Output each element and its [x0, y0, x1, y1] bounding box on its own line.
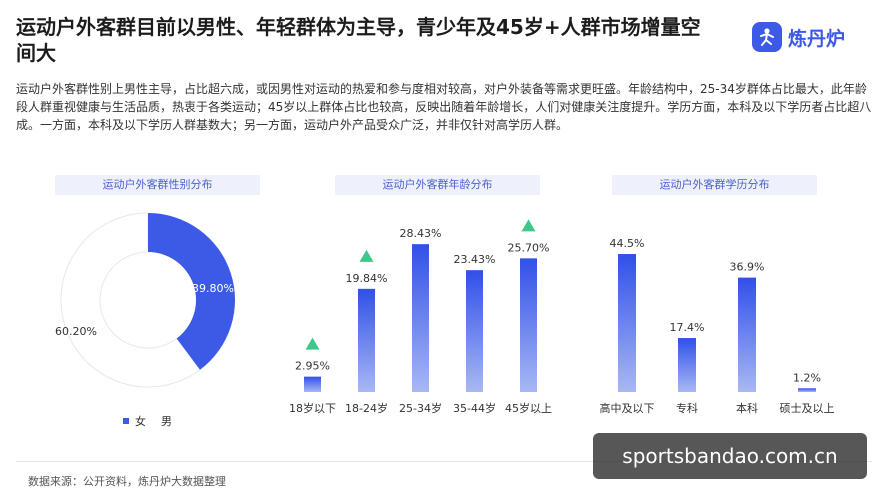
age-tick-label: 25-34岁 [399, 401, 442, 415]
data-source: 数据来源：公开资料，炼丹炉大数据整理 [28, 475, 226, 488]
legend-swatch-female [123, 418, 129, 424]
education-chart-title: 运动户外客群学历分布 [612, 175, 817, 195]
age-bar [412, 244, 429, 392]
gender-chart-title: 运动户外客群性别分布 [55, 175, 260, 195]
age-value-label: 25.70% [508, 241, 550, 254]
edu-bar [798, 388, 816, 392]
age-bar [304, 376, 321, 392]
age-tick-label: 45岁以上 [505, 401, 552, 415]
description-paragraph: 运动户外客群性别上男性主导，占比超六成，或因男性对运动的热爱和参与度相对较高，对… [16, 82, 872, 132]
page-title: 运动户外客群目前以男性、年轻群体为主导，青少年及45岁+人群市场增量空间大 [16, 15, 701, 65]
age-value-label: 28.43% [400, 227, 442, 240]
pie-slice-female [60, 212, 201, 388]
age-up-arrow-icon [305, 337, 320, 350]
age-bar [520, 258, 537, 392]
pie-label-female: 60.20% [55, 325, 97, 338]
edu-value-label: 44.5% [610, 237, 645, 250]
age-tick-label: 18岁以下 [289, 401, 336, 415]
pie-slice-male [148, 213, 235, 370]
edu-tick-label: 专科 [676, 401, 698, 415]
age-chart-title: 运动户外客群年龄分布 [335, 175, 540, 195]
age-value-label: 2.95% [295, 360, 330, 373]
legend-label-male: 男 [161, 415, 172, 428]
edu-bar [678, 338, 696, 392]
age-bar [358, 288, 375, 392]
edu-tick-label: 本科 [736, 401, 758, 415]
brand-logo: 炼丹炉 [752, 22, 845, 52]
edu-bar [738, 277, 756, 392]
edu-tick-label: 高中及以下 [600, 401, 655, 415]
age-bar [466, 270, 483, 392]
edu-value-label: 1.2% [793, 371, 821, 384]
edu-value-label: 36.9% [730, 261, 765, 274]
age-tick-label: 18-24岁 [345, 401, 388, 415]
pie-label-male: 39.80% [192, 282, 234, 295]
brand-name: 炼丹炉 [788, 27, 846, 50]
watermark: sportsbandao.com.cn [593, 433, 867, 479]
age-up-arrow-icon [359, 249, 374, 262]
edu-value-label: 17.4% [670, 321, 705, 334]
age-value-label: 19.84% [346, 272, 388, 285]
dancing-figure-icon [752, 22, 782, 52]
age-up-arrow-icon [521, 219, 536, 232]
age-value-label: 23.43% [454, 253, 496, 266]
age-tick-label: 35-44岁 [453, 401, 496, 415]
footer-divider [16, 461, 872, 462]
edu-tick-label: 硕士及以上 [780, 402, 835, 415]
legend-label-female: 女 [135, 414, 146, 428]
edu-bar [618, 254, 636, 392]
